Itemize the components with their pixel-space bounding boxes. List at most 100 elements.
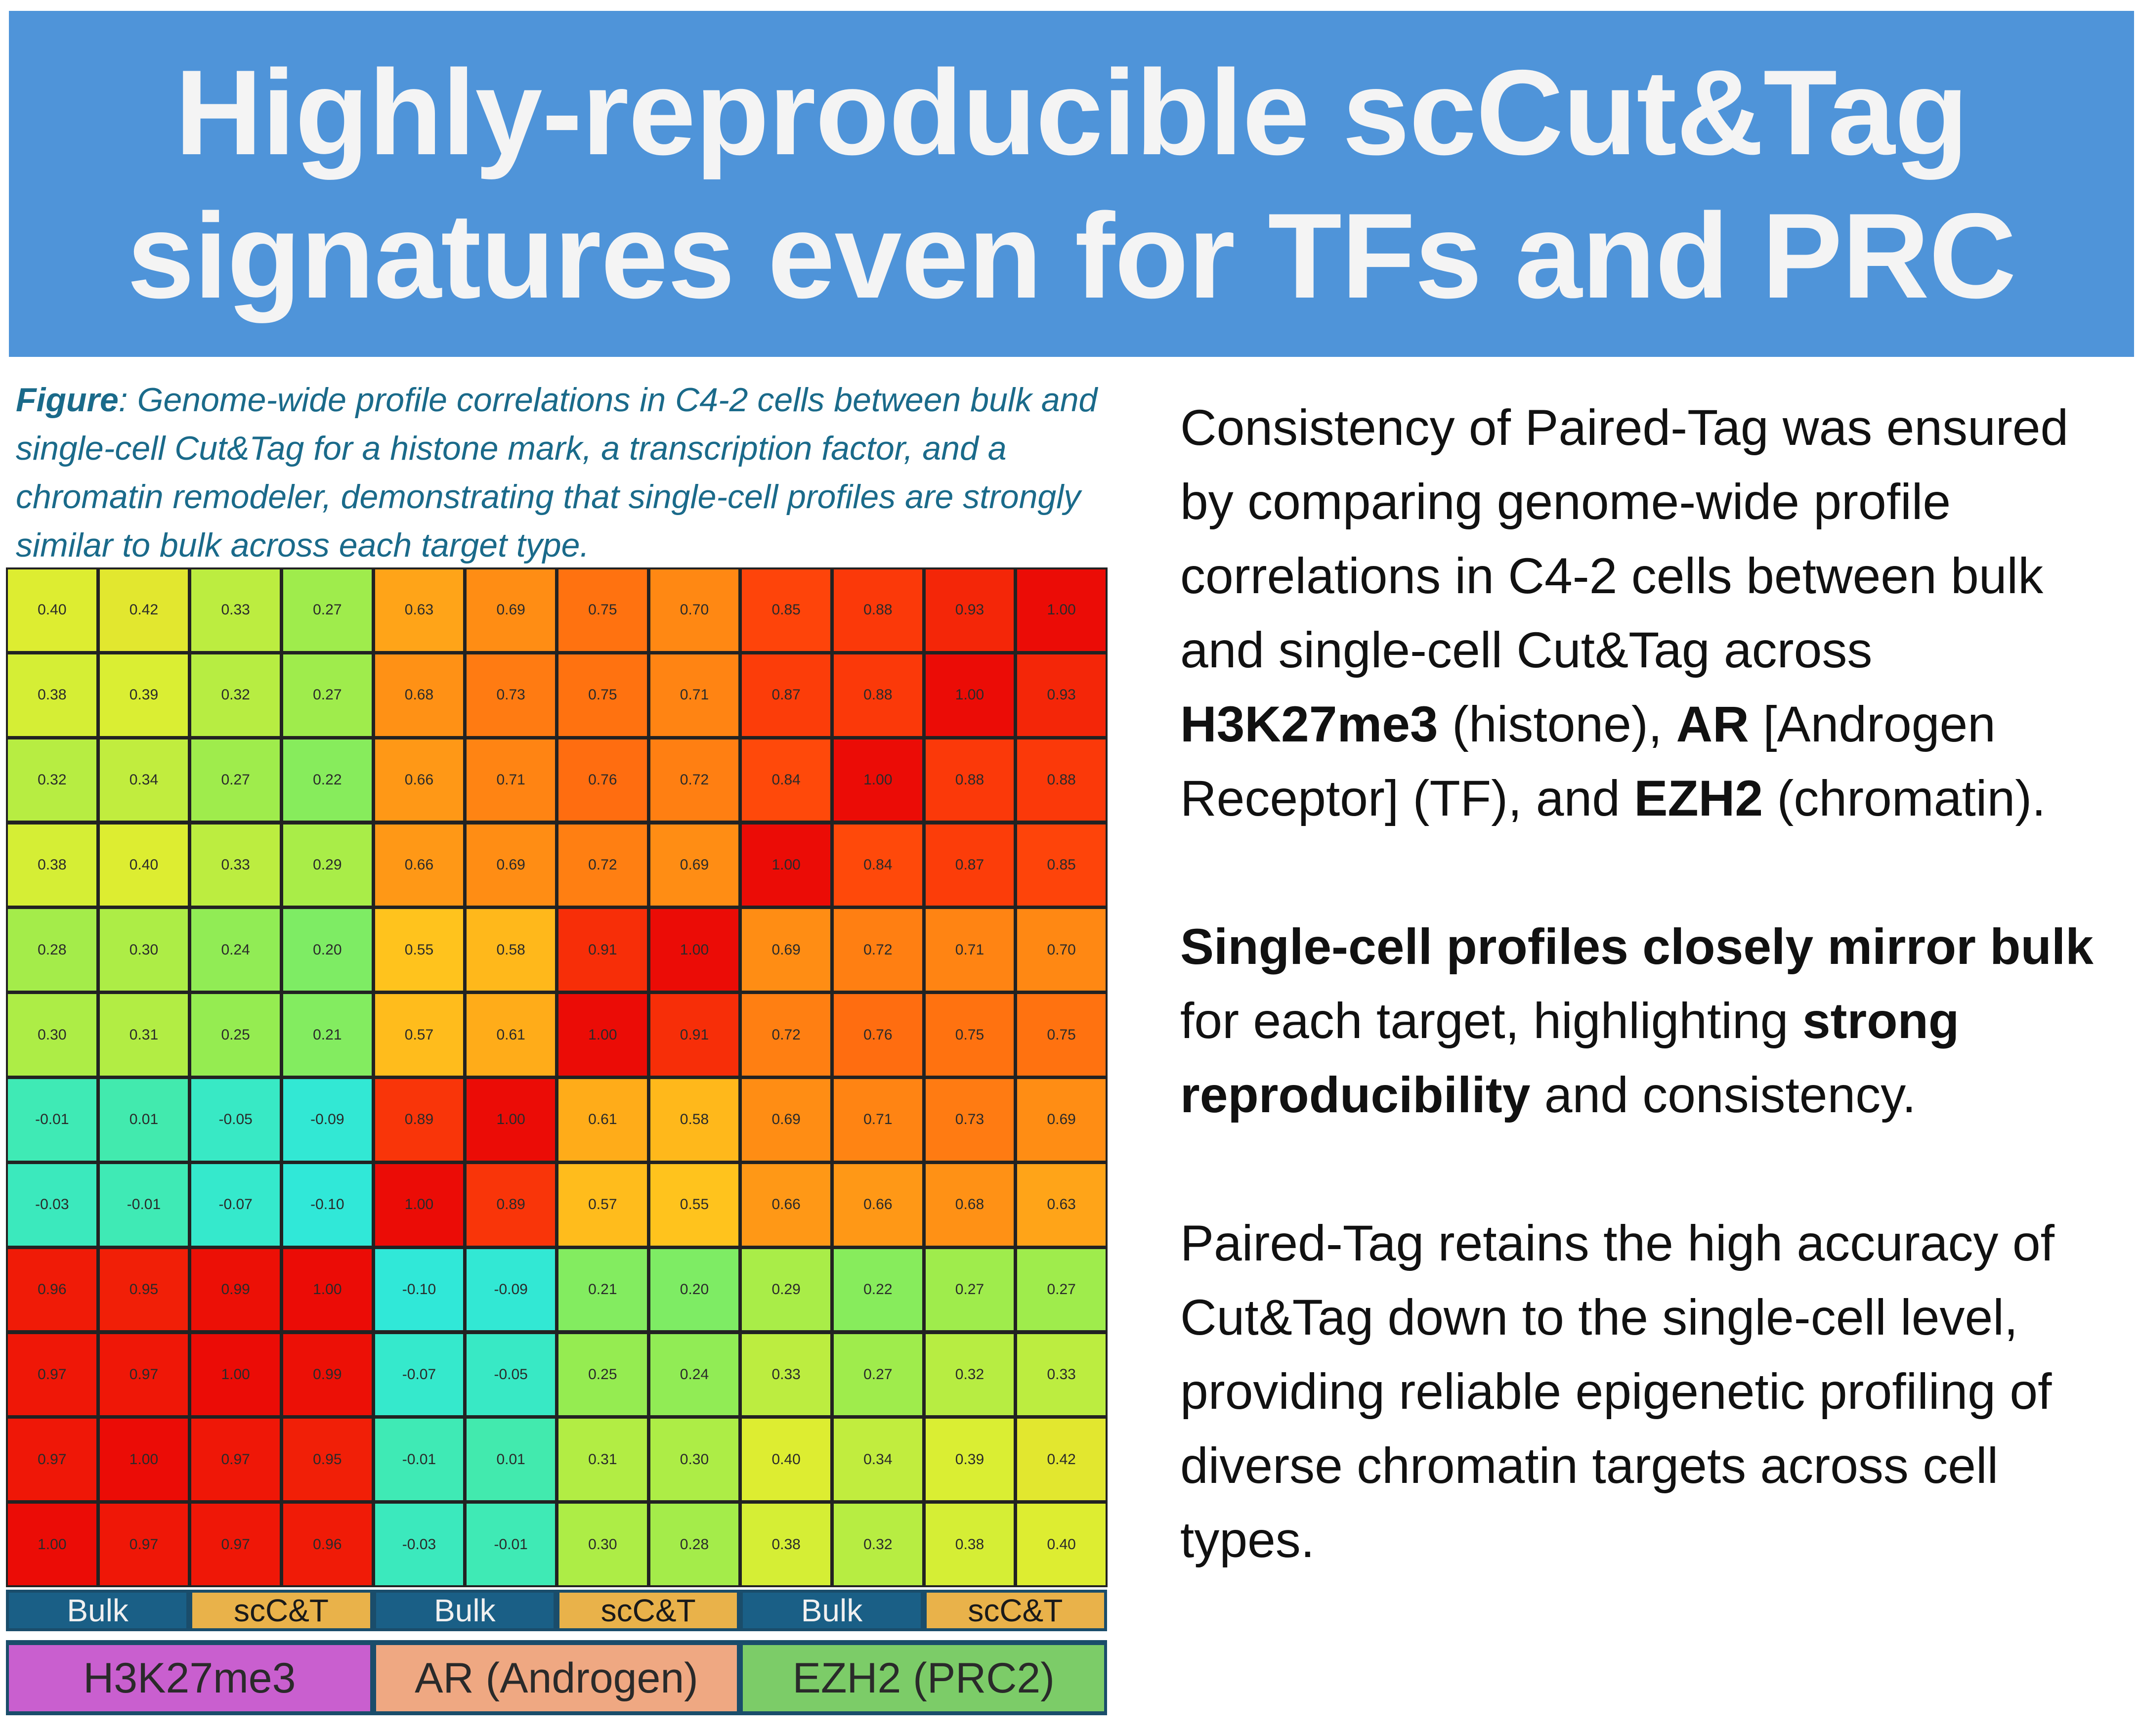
heatmap-cell: 0.40 <box>6 567 98 653</box>
cell-value-label: 0.71 <box>680 687 709 703</box>
heatmap-cell: 0.84 <box>832 822 924 908</box>
heatmap-cell: 0.85 <box>740 567 832 653</box>
heatmap-cell: 0.97 <box>97 1332 190 1418</box>
cell-value-label: 0.87 <box>771 687 801 703</box>
cell-value-label: 0.27 <box>863 1366 893 1383</box>
cell-value-label: 0.22 <box>863 1281 893 1298</box>
cell-value-label: 0.24 <box>221 941 250 958</box>
heatmap-cell: 0.30 <box>6 992 98 1078</box>
heatmap-cell: 0.32 <box>6 737 98 823</box>
heatmap-cell: 0.97 <box>97 1502 190 1587</box>
cell-value-label: -0.01 <box>35 1111 69 1128</box>
heatmap-cell: 0.22 <box>281 737 374 823</box>
heatmap-cell: -0.09 <box>465 1247 557 1333</box>
cell-value-label: 1.00 <box>38 1536 67 1553</box>
heatmap-cell: 0.21 <box>556 1247 649 1333</box>
cell-value-label: -0.09 <box>310 1111 344 1128</box>
heatmap-cell: 0.69 <box>1015 1077 1108 1163</box>
cell-value-label: 0.01 <box>129 1111 159 1128</box>
heatmap-cell: 0.38 <box>6 652 98 738</box>
heatmap-cell: 0.30 <box>648 1417 741 1503</box>
cell-value-label: 0.58 <box>680 1111 709 1128</box>
cell-value-label: 0.34 <box>863 1451 893 1468</box>
heatmap-cell: 0.31 <box>97 992 190 1078</box>
cell-value-label: 1.00 <box>863 772 893 788</box>
cell-value-label: 0.25 <box>221 1026 250 1043</box>
heatmap-cell: 0.72 <box>648 737 741 823</box>
heatmap-cell: 0.99 <box>281 1332 374 1418</box>
heatmap-cell: -0.10 <box>281 1162 374 1248</box>
heatmap-cell: 0.57 <box>373 992 466 1078</box>
cell-value-label: 0.66 <box>771 1196 801 1213</box>
cell-value-label: 0.73 <box>496 687 525 703</box>
cell-value-label: 0.40 <box>129 856 159 873</box>
heatmap-cell: 1.00 <box>740 822 832 908</box>
cell-value-label: 0.34 <box>129 772 159 788</box>
heatmap-cell: 0.66 <box>373 822 466 908</box>
p2-text-b: and consistency. <box>1530 1067 1916 1123</box>
caption-label: Figure <box>16 381 119 419</box>
cell-value-label: 0.72 <box>588 856 617 873</box>
cell-value-label: 0.58 <box>496 941 525 958</box>
cell-value-label: 0.38 <box>955 1536 984 1553</box>
heatmap-cell: 0.63 <box>373 567 466 653</box>
cell-value-label: 0.40 <box>1047 1536 1076 1553</box>
subgroup-label-bulk: Bulk <box>743 1593 921 1628</box>
heatmap-cell: 0.97 <box>6 1417 98 1503</box>
cell-value-label: 0.29 <box>313 856 342 873</box>
cell-value-label: 0.01 <box>496 1451 525 1468</box>
paragraph-1: Consistency of Paired-Tag was ensured by… <box>1180 391 2134 835</box>
heatmap-cell: 0.24 <box>189 907 282 993</box>
heatmap-cell: 1.00 <box>923 652 1016 738</box>
heatmap-cell: 0.91 <box>648 992 741 1078</box>
cell-value-label: 0.33 <box>221 856 250 873</box>
cell-value-label: 0.87 <box>955 856 984 873</box>
subgroup-label-scct: scC&T <box>559 1593 737 1628</box>
heatmap-cell: 0.66 <box>832 1162 924 1248</box>
cell-value-label: 0.28 <box>38 941 67 958</box>
heatmap-cell: 0.88 <box>832 567 924 653</box>
cell-value-label: 0.63 <box>404 602 434 618</box>
cell-value-label: -0.01 <box>494 1536 528 1553</box>
heatmap-cell: 0.93 <box>923 567 1016 653</box>
heatmap-cell: 1.00 <box>189 1332 282 1418</box>
cell-value-label: 0.72 <box>771 1026 801 1043</box>
heatmap-cell: 0.93 <box>1015 652 1108 738</box>
cell-value-label: 0.30 <box>680 1451 709 1468</box>
heatmap-cell: 0.40 <box>1015 1502 1108 1587</box>
cell-value-label: 1.00 <box>680 941 709 958</box>
cell-value-label: 0.69 <box>771 941 801 958</box>
cell-value-label: 0.71 <box>955 941 984 958</box>
heatmap-cell: 0.27 <box>923 1247 1016 1333</box>
cell-value-label: 0.21 <box>313 1026 342 1043</box>
cell-value-label: -0.01 <box>127 1196 161 1213</box>
p2-text-a: for each target, highlighting <box>1180 993 1802 1049</box>
cell-value-label: 0.27 <box>221 772 250 788</box>
cell-value-label: -0.10 <box>402 1281 436 1298</box>
cell-value-label: 0.28 <box>680 1536 709 1553</box>
cell-value-label: 0.57 <box>588 1196 617 1213</box>
cell-value-label: 0.20 <box>680 1281 709 1298</box>
heatmap-cell: 0.88 <box>923 737 1016 823</box>
cell-value-label: 1.00 <box>129 1451 159 1468</box>
cell-value-label: 0.32 <box>863 1536 893 1553</box>
heatmap-cell: 0.70 <box>1015 907 1108 993</box>
heatmap-cell: 0.34 <box>832 1417 924 1503</box>
cell-value-label: 0.72 <box>680 772 709 788</box>
subgroup-label-bulk: Bulk <box>9 1593 187 1628</box>
heatmap-cell: 0.87 <box>740 652 832 738</box>
cell-value-label: 0.75 <box>955 1026 984 1043</box>
heatmap-cell: 0.75 <box>556 567 649 653</box>
heatmap-cell: 0.69 <box>648 822 741 908</box>
heatmap-cell: 0.71 <box>648 652 741 738</box>
group-label-3: EZH2 (PRC2) <box>743 1645 1104 1711</box>
heatmap-cell: -0.03 <box>6 1162 98 1248</box>
heatmap-cell: 0.61 <box>465 992 557 1078</box>
cell-value-label: 0.73 <box>955 1111 984 1128</box>
heatmap-cell: -0.01 <box>465 1502 557 1587</box>
heatmap-cell: 0.01 <box>97 1077 190 1163</box>
heatmap-cell: 0.20 <box>648 1247 741 1333</box>
heatmap-cell: 0.97 <box>189 1417 282 1503</box>
heatmap-cell: 0.30 <box>556 1502 649 1587</box>
cell-value-label: 0.96 <box>38 1281 67 1298</box>
